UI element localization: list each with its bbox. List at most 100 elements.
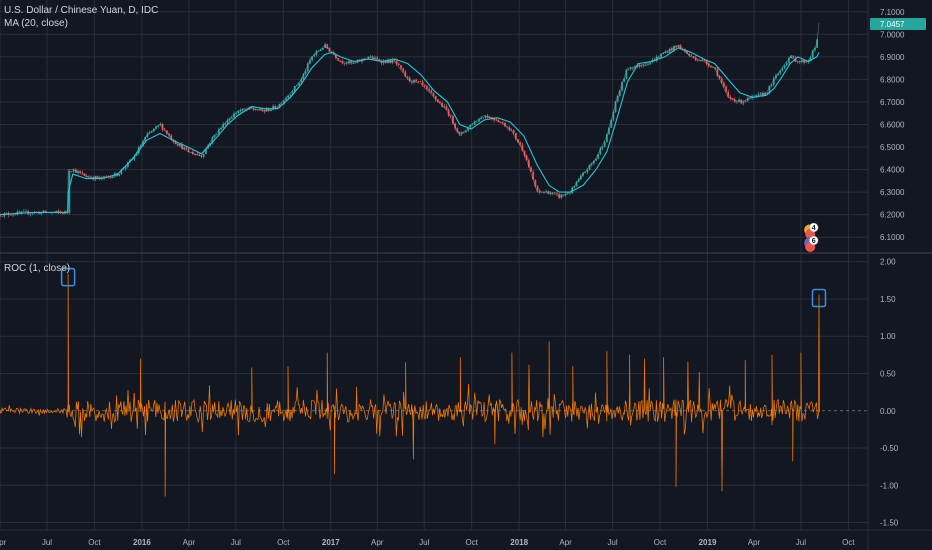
roc-axis[interactable]: -1.50 -1.00 -0.50 0.00 0.50 1.00 1.50 2.00 (880, 258, 899, 528)
candle-body (471, 124, 474, 126)
candle-body (614, 101, 617, 113)
candle-body (319, 49, 322, 52)
candle-body (631, 67, 634, 69)
candle-body (20, 211, 23, 213)
candle-body (564, 193, 567, 196)
candle-body (725, 86, 727, 92)
price-tick-label: 6.3000 (880, 188, 905, 197)
event-marker[interactable]: 4 (804, 222, 819, 239)
candle-body (155, 126, 157, 129)
candle-body (443, 106, 446, 107)
roc-line (0, 273, 820, 497)
candle-body (718, 76, 721, 79)
candle-body (304, 71, 307, 75)
candle-body (675, 45, 678, 47)
candle-body (569, 193, 571, 194)
candle-body (40, 212, 43, 214)
candle-body (270, 109, 272, 111)
candle-body (790, 55, 793, 59)
roc-pane[interactable] (0, 267, 868, 497)
candle-body (478, 119, 480, 122)
candle-body (55, 210, 58, 213)
candle-body (309, 60, 311, 64)
candle-body (449, 115, 452, 117)
candle-body (517, 139, 519, 143)
event-marker[interactable]: 6 (804, 235, 819, 252)
candle-body (181, 144, 183, 150)
candle-body (415, 79, 418, 82)
candle-body (283, 100, 285, 105)
roc-legend[interactable]: ROC (1, close) (4, 263, 71, 274)
candle-body (458, 131, 461, 134)
event-markers[interactable]: 46 (804, 222, 819, 252)
candle-body (168, 133, 170, 136)
candle-body (161, 124, 164, 130)
candle-body (757, 93, 760, 95)
candle-body (621, 81, 623, 91)
price-tick-label: 6.9000 (880, 53, 905, 62)
candle-body (805, 62, 808, 63)
candle-body (285, 98, 287, 101)
candle-body (720, 78, 723, 83)
candle-body (753, 95, 756, 97)
candle-body (185, 147, 188, 149)
candle-body (423, 84, 426, 87)
candle-body (729, 96, 732, 99)
price-pane[interactable] (0, 22, 820, 219)
candle-body (788, 58, 790, 64)
candle-body (296, 85, 298, 87)
candle-body (220, 127, 222, 130)
candle-body (814, 47, 816, 51)
candle-body (584, 172, 587, 173)
candle-body (445, 106, 448, 110)
candle-body (618, 90, 621, 97)
candle-body (105, 176, 108, 177)
candle-body (311, 56, 314, 61)
candle-body (714, 67, 717, 69)
candle-body (608, 127, 610, 135)
candle-body (213, 134, 216, 138)
candle-body (697, 60, 699, 61)
candle-body (605, 134, 608, 143)
candle-body (178, 144, 181, 146)
candle-body (664, 51, 667, 53)
time-tick-label: Oct (654, 538, 667, 547)
ma-legend[interactable]: MA (20, close) (4, 18, 68, 29)
time-axis[interactable]: Apr Jul Oct 2016 Apr Jul Oct 2017 Apr Jul Oct 2018 A… (0, 538, 855, 547)
candle-body (139, 145, 142, 148)
candle-body (376, 57, 379, 60)
candle-body (410, 81, 413, 83)
spike-highlight-box[interactable] (60, 267, 76, 287)
candle-body (29, 213, 32, 215)
candle-body (647, 64, 649, 65)
candle-body (124, 166, 127, 169)
price-axis[interactable]: 6.1000 6.2000 6.3000 6.4000 6.5000 6.6000 6.70… (870, 8, 926, 242)
candle-body (666, 51, 669, 53)
candle-body (501, 122, 504, 123)
candle-body (525, 155, 528, 161)
candle-body (560, 194, 563, 198)
candle-body (616, 96, 619, 102)
candle-body (534, 179, 537, 187)
candle-body (287, 95, 290, 99)
price-tick-label: 6.4000 (880, 166, 905, 175)
candle-body (426, 86, 428, 89)
candle-body (120, 169, 123, 174)
candle-body (12, 214, 14, 216)
candle-body (766, 92, 769, 94)
candle-body (759, 93, 762, 94)
candle-body (512, 130, 515, 134)
candle-body (586, 169, 589, 173)
candle-body (770, 84, 773, 86)
candle-body (783, 65, 786, 69)
spike-highlight-box[interactable] (811, 288, 827, 308)
candle-body (798, 61, 801, 63)
candle-body (25, 211, 27, 212)
candle-body (629, 67, 632, 69)
candle-body (573, 186, 576, 188)
time-tick-label: 2018 (510, 538, 528, 547)
candle-body (302, 74, 305, 80)
symbol-title[interactable]: U.S. Dollar / Chinese Yuan, D, IDC (4, 5, 159, 16)
candle-body (215, 134, 218, 135)
